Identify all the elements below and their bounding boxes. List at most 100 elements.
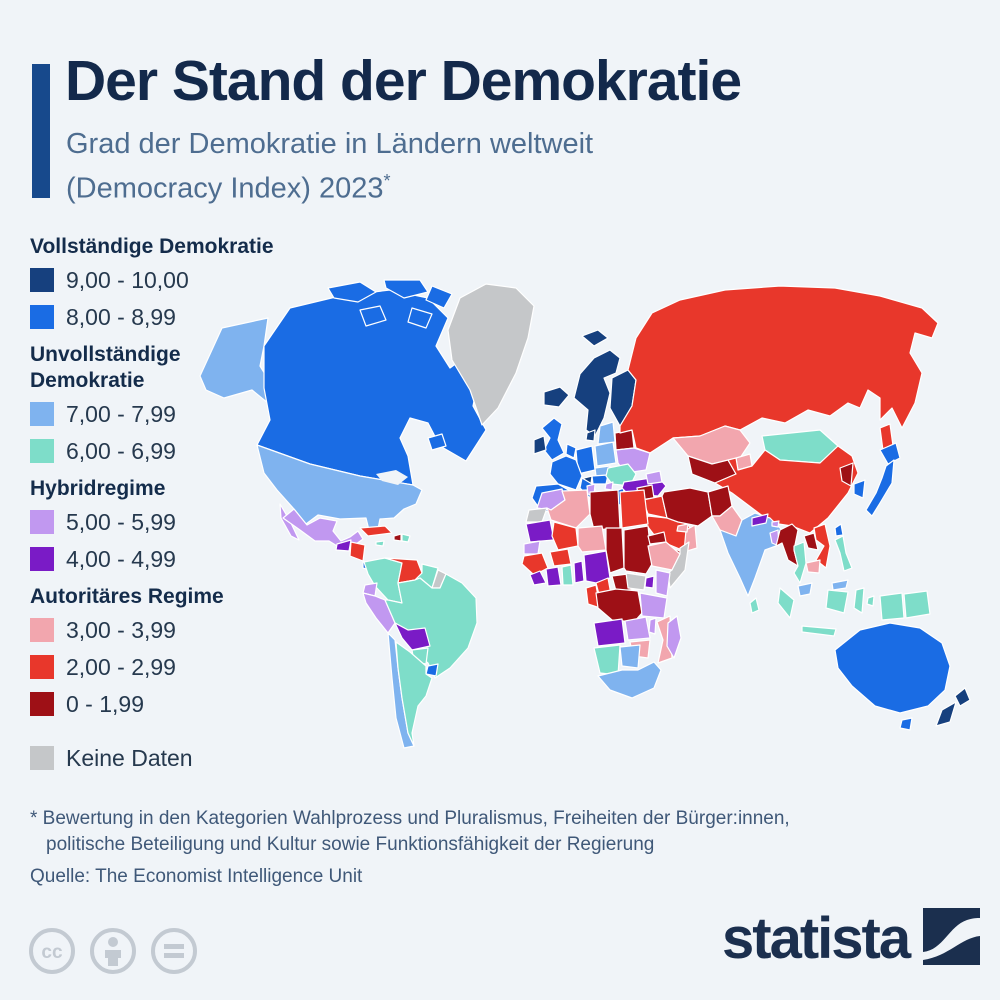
region-sri-lanka bbox=[749, 597, 760, 614]
region-mauritania bbox=[525, 519, 555, 543]
swatch-5 bbox=[30, 510, 54, 534]
region-north-korea bbox=[839, 462, 854, 487]
region-zambia bbox=[624, 616, 651, 641]
region-canada-island-2 bbox=[383, 279, 429, 299]
region-niger bbox=[577, 525, 607, 553]
region-guatemala bbox=[335, 539, 352, 552]
region-new-zealand-south bbox=[935, 701, 957, 727]
region-poland bbox=[594, 441, 617, 467]
region-canada-island-1 bbox=[327, 281, 377, 303]
region-nepal bbox=[751, 513, 769, 527]
legend-item: 0 - 1,99 bbox=[30, 691, 340, 717]
region-baltics bbox=[597, 421, 616, 445]
footnote-line1: * Bewertung in den Kategorien Wahlprozes… bbox=[30, 808, 790, 829]
legend-item: 3,00 - 3,99 bbox=[30, 616, 340, 643]
region-south-sudan bbox=[625, 572, 647, 591]
swatch-7 bbox=[30, 402, 54, 426]
region-bhutan bbox=[771, 520, 780, 528]
legend-range: 3,00 - 3,99 bbox=[66, 616, 176, 643]
region-uganda bbox=[644, 575, 655, 589]
region-ireland bbox=[533, 435, 547, 455]
region-sierra-leone-liberia bbox=[529, 570, 547, 586]
region-united-kingdom bbox=[541, 417, 565, 461]
legend-item: 8,00 - 8,99 bbox=[30, 304, 340, 330]
region-philippines bbox=[834, 535, 853, 572]
legend-range: 5,00 - 5,99 bbox=[66, 508, 176, 535]
region-dr-congo bbox=[595, 588, 643, 623]
legend-item: 9,00 - 10,00 bbox=[30, 267, 340, 293]
region-cambodia bbox=[805, 559, 821, 574]
region-namibia bbox=[593, 644, 621, 676]
region-tasmania bbox=[899, 717, 913, 731]
subtitle-line1: Grad der Demokratie in Ländern weltweit bbox=[66, 128, 594, 160]
region-canada-island-3 bbox=[425, 285, 453, 309]
world-map bbox=[199, 279, 971, 749]
region-malaysia bbox=[797, 582, 813, 597]
footnote-line2: politische Beteiligung und Kultur sowie … bbox=[46, 834, 655, 855]
region-great-lakes bbox=[376, 470, 408, 485]
legend-item: 5,00 - 5,99 bbox=[30, 508, 340, 535]
region-caucasus bbox=[645, 470, 663, 485]
region-senegal-gambia bbox=[523, 540, 541, 555]
region-malawi bbox=[648, 617, 657, 635]
region-new-zealand-north bbox=[954, 687, 971, 707]
footnote: * Bewertung in den Kategorien Wahlprozes… bbox=[30, 806, 970, 858]
statista-logo-icon bbox=[923, 908, 981, 970]
svg-text:cc: cc bbox=[41, 942, 63, 963]
legend-item-no-data: Keine Daten bbox=[30, 744, 340, 771]
region-togo-benin bbox=[573, 560, 585, 584]
region-maluku bbox=[866, 595, 875, 607]
region-uae-qatar bbox=[676, 523, 689, 533]
region-caspian-sea bbox=[666, 458, 682, 488]
legend-no-data-label: Keine Daten bbox=[66, 744, 193, 771]
cc-icon: cc bbox=[29, 928, 75, 974]
region-mali bbox=[551, 521, 579, 551]
legend-range: 2,00 - 2,99 bbox=[66, 653, 176, 680]
region-france bbox=[549, 455, 583, 491]
world-map-container bbox=[180, 278, 992, 770]
swatch-9-10 bbox=[30, 268, 54, 292]
legend-item: 6,00 - 6,99 bbox=[30, 438, 340, 464]
page-title: Der Stand der Demokratie bbox=[65, 49, 742, 113]
region-madagascar bbox=[666, 615, 682, 659]
attribution-icon bbox=[90, 928, 136, 974]
region-honduras-nicaragua bbox=[349, 541, 366, 562]
statista-branding: statista bbox=[722, 908, 981, 970]
swatch-3 bbox=[30, 618, 54, 642]
legend-group-full-democracy: Vollständige Demokratie bbox=[30, 235, 274, 258]
region-iran bbox=[661, 487, 713, 527]
region-sulawesi bbox=[853, 587, 865, 614]
region-iceland bbox=[543, 386, 570, 408]
region-vietnam bbox=[813, 523, 831, 569]
region-hokkaido bbox=[879, 442, 901, 465]
region-ghana bbox=[561, 564, 574, 586]
region-south-korea bbox=[853, 479, 866, 499]
legend-group-authoritarian-regime: Autoritäres Regime bbox=[30, 585, 224, 608]
region-dominican-republic bbox=[401, 533, 411, 543]
region-angola bbox=[593, 618, 626, 647]
region-sudan bbox=[623, 525, 653, 575]
region-egypt bbox=[619, 489, 649, 529]
swatch-0-1 bbox=[30, 692, 54, 716]
legend-group-hybrid-regime: Hybridregime bbox=[30, 477, 166, 500]
region-chad bbox=[605, 527, 625, 574]
region-western-sahara bbox=[525, 507, 548, 523]
region-denmark bbox=[585, 429, 596, 442]
region-australia bbox=[834, 622, 951, 714]
region-cuba bbox=[359, 525, 393, 537]
region-svalbard bbox=[581, 329, 609, 347]
region-sumatra bbox=[777, 587, 795, 619]
region-tanzania bbox=[639, 592, 668, 619]
region-norway-sweden bbox=[573, 349, 621, 437]
region-west-papua bbox=[879, 592, 905, 621]
region-algeria bbox=[546, 489, 591, 529]
region-canada-island-5 bbox=[359, 305, 387, 327]
legend-range: 4,00 - 4,99 bbox=[66, 545, 176, 572]
region-peru bbox=[362, 592, 396, 634]
legend-item: 2,00 - 2,99 bbox=[30, 653, 340, 680]
subtitle-footnote-marker: * bbox=[383, 171, 391, 191]
title-accent-bar bbox=[32, 64, 50, 198]
region-guinea bbox=[521, 552, 549, 576]
region-jamaica bbox=[375, 540, 385, 547]
